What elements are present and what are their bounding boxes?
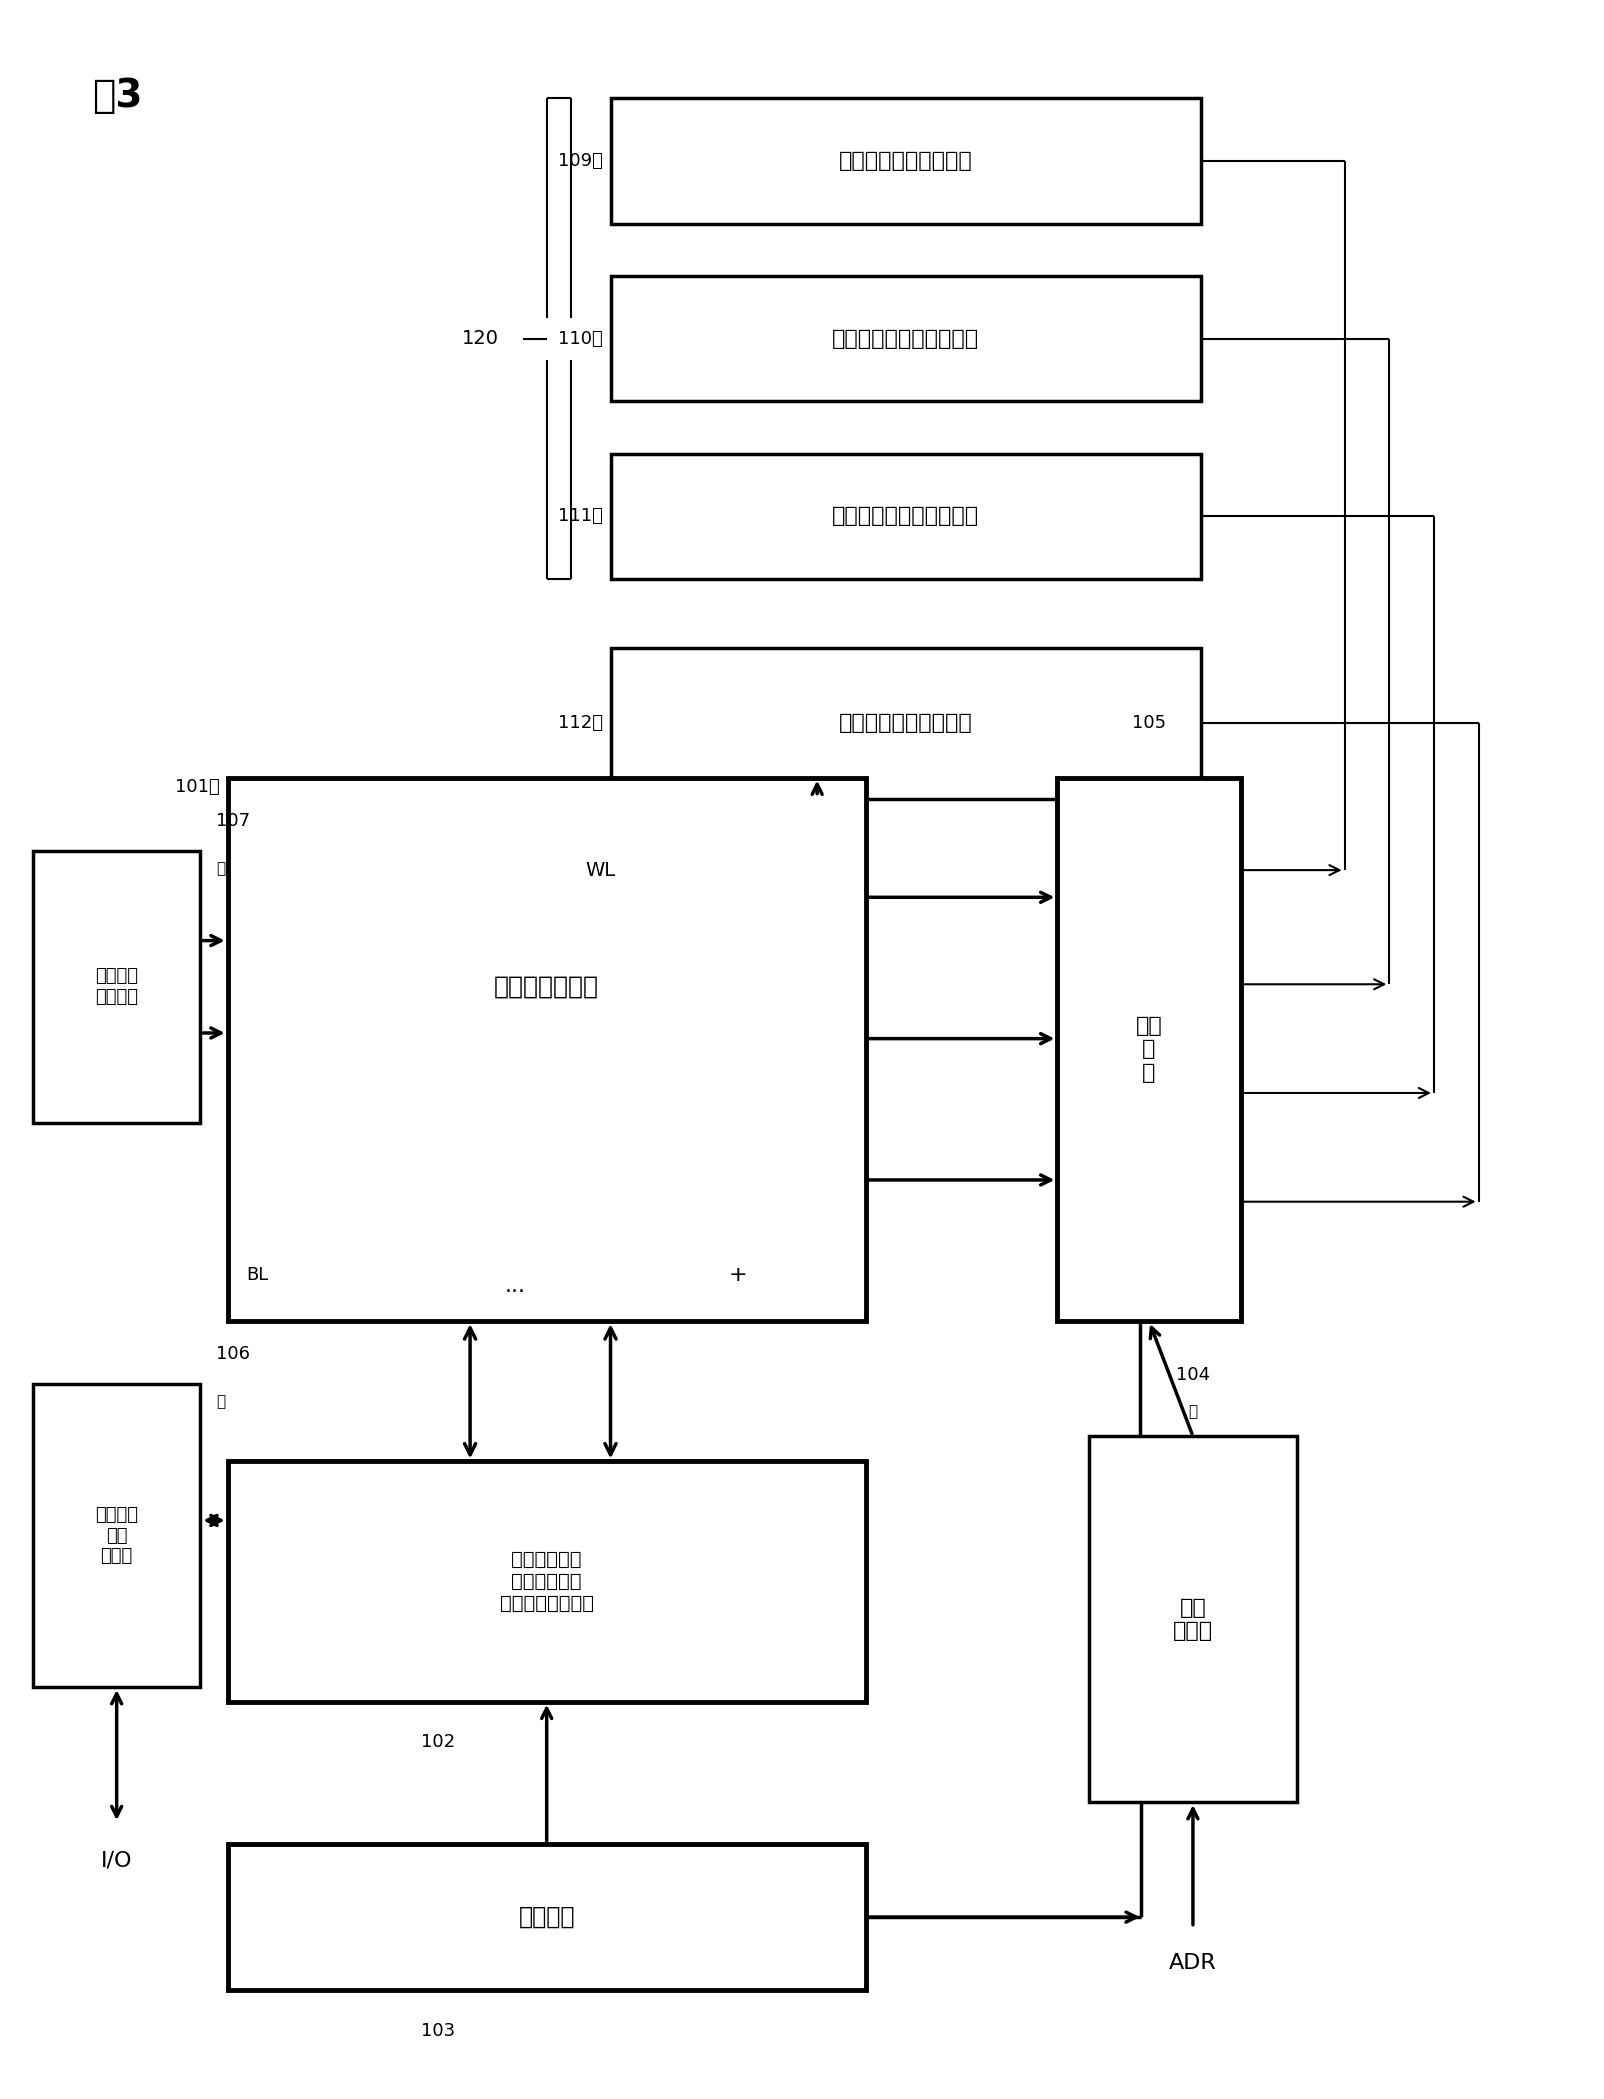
Text: +: +	[728, 1266, 747, 1285]
Text: 存储器单元阵列: 存储器单元阵列	[494, 974, 600, 999]
Text: 111～: 111～	[558, 508, 603, 525]
Text: 106: 106	[217, 1345, 250, 1362]
FancyBboxPatch shape	[34, 1383, 200, 1688]
Text: ADR: ADR	[1169, 1952, 1217, 1973]
Text: 数据输入
输出
缓冲器: 数据输入 输出 缓冲器	[95, 1505, 138, 1566]
FancyBboxPatch shape	[34, 850, 200, 1123]
FancyBboxPatch shape	[228, 779, 866, 1320]
Text: 105: 105	[1132, 714, 1166, 733]
Text: BL: BL	[247, 1266, 269, 1285]
FancyBboxPatch shape	[1089, 1436, 1296, 1803]
FancyBboxPatch shape	[611, 453, 1201, 579]
Text: 列译码器: 列译码器	[518, 1906, 574, 1929]
Text: 112～: 112～	[558, 714, 603, 733]
Text: 110～: 110～	[558, 330, 603, 348]
Text: 行译
码
器: 行译 码 器	[1136, 1016, 1163, 1083]
Text: 地址
缓冲器: 地址 缓冲器	[1173, 1597, 1213, 1641]
Text: 109～: 109～	[558, 151, 603, 170]
Text: ～: ～	[217, 1394, 226, 1408]
Text: 120: 120	[462, 330, 499, 348]
Text: 103: 103	[422, 2021, 456, 2040]
FancyBboxPatch shape	[228, 1461, 866, 1702]
Text: 读出用中间电压发生电路: 读出用中间电压发生电路	[832, 506, 980, 527]
Text: 写入用高电压发生电路: 写入用高电压发生电路	[839, 151, 972, 170]
Text: 衬底电位
控制电路: 衬底电位 控制电路	[95, 968, 138, 1005]
Text: 101～: 101～	[175, 779, 220, 796]
Text: 104: 104	[1176, 1366, 1209, 1383]
FancyBboxPatch shape	[611, 275, 1201, 401]
Text: 写入用中间电压发生电路: 写入用中间电压发生电路	[832, 330, 980, 348]
Text: 图3: 图3	[91, 78, 143, 115]
FancyBboxPatch shape	[228, 1843, 866, 1990]
Text: ～: ～	[1189, 1404, 1198, 1419]
Text: 102: 102	[422, 1734, 456, 1751]
Text: I/O: I/O	[101, 1849, 133, 1870]
FancyBboxPatch shape	[611, 99, 1201, 225]
Text: 107: 107	[217, 812, 250, 829]
FancyBboxPatch shape	[1057, 779, 1241, 1320]
Text: WL: WL	[585, 861, 614, 879]
Text: 位线控制电路
（读出放大器
（兼数据锁存器）: 位线控制电路 （读出放大器 （兼数据锁存器）	[500, 1549, 593, 1612]
FancyBboxPatch shape	[611, 649, 1201, 798]
Text: ...: ...	[504, 1276, 525, 1295]
Text: 擦除用高电压发生电路: 擦除用高电压发生电路	[839, 714, 972, 733]
Text: ～: ～	[217, 861, 226, 877]
